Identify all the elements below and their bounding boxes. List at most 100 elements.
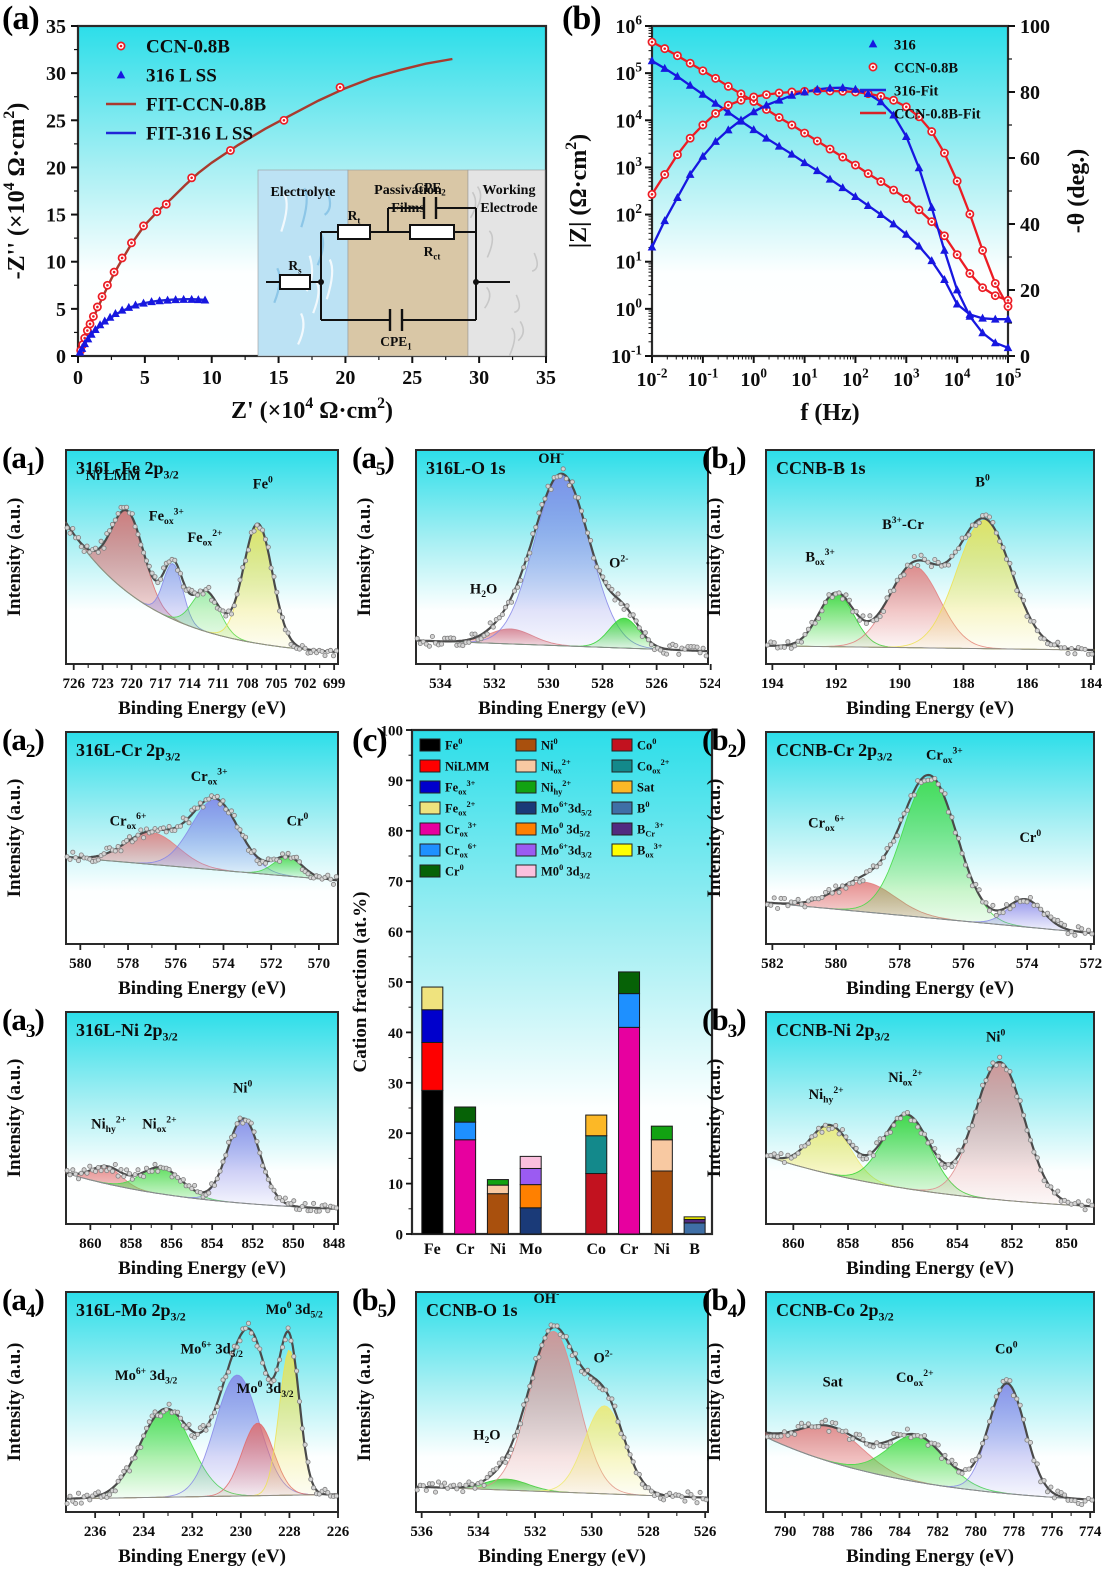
svg-text:236: 236 [84, 1524, 107, 1540]
svg-text:|Z| (Ω·cm2): |Z| (Ω·cm2) [563, 134, 592, 248]
svg-text:60: 60 [1020, 148, 1040, 170]
svg-text:714: 714 [178, 676, 201, 692]
svg-text:30: 30 [469, 367, 489, 389]
svg-text:5: 5 [56, 299, 66, 321]
panel-a2: (a2) 580 578 576 574 572 570 Binding Energy (e… [0, 722, 350, 1002]
svg-text:790: 790 [774, 1524, 797, 1540]
svg-text:532: 532 [524, 1524, 547, 1540]
svg-text:80: 80 [1020, 82, 1040, 104]
svg-text:Co0: Co0 [637, 737, 656, 752]
svg-text:CPE2: CPE2 [414, 180, 446, 197]
svg-text:774: 774 [1079, 1524, 1102, 1540]
panel-b3: (b3) 860 858 856 854 852 850 Binding Energy (e… [700, 1002, 1106, 1282]
svg-text:FIT-CCN-0.8B: FIT-CCN-0.8B [146, 95, 266, 116]
svg-text:50: 50 [388, 976, 403, 992]
b1-measured-points [764, 512, 1095, 657]
c-bar-seg-Cr-Crox3 [454, 1139, 477, 1235]
svg-text:720: 720 [120, 676, 143, 692]
svg-text:15: 15 [46, 205, 66, 227]
svg-text:526: 526 [645, 676, 668, 692]
panel-c: (c) 0 10 20 30 40 50 60 70 80 90 100 Cation fractio… [350, 722, 720, 1282]
svg-text:854: 854 [201, 1236, 224, 1252]
svg-text:Niox2+: Niox2+ [142, 1115, 176, 1136]
c-bar-seg-Fe-Feox3 [421, 1009, 444, 1043]
svg-text:570: 570 [308, 956, 331, 972]
panel-b1-chart: 194 192 190 188 186 184 Binding Energy (eV) Int… [704, 449, 1103, 719]
c-bar-seg-Cr-Cr0 [454, 1106, 477, 1123]
svg-text:230: 230 [230, 1524, 253, 1540]
svg-text:105: 105 [615, 60, 642, 85]
svg-text:Mo6+3d5/2: Mo6+3d5/2 [541, 800, 592, 817]
a4-x-axis: 236 234 232 230 228 226 [84, 1512, 350, 1540]
svg-text:Mo6+ 3d3/2: Mo6+ 3d3/2 [115, 1366, 178, 1387]
b4-measured-points [764, 1377, 1095, 1508]
svg-text:O2-: O2- [609, 554, 628, 572]
svg-text:10: 10 [388, 1177, 403, 1193]
svg-text:Coox2+: Coox2+ [637, 758, 670, 775]
svg-text:0: 0 [56, 346, 66, 368]
svg-text:Sat: Sat [823, 1375, 843, 1391]
a-inset-circuit: Electrolyte PassivationFilmsWorkingElectr… [257, 169, 546, 357]
svg-text:104: 104 [615, 107, 642, 132]
svg-text:186: 186 [1016, 676, 1039, 692]
c-bar-seg-B-Box3 [683, 1216, 706, 1220]
b-series-CCN-0.8B |Z| [647, 37, 1013, 305]
svg-text:Crox3+: Crox3+ [926, 745, 963, 766]
svg-text:30: 30 [46, 63, 66, 85]
svg-text:Intensity (a.u.): Intensity (a.u.) [704, 1343, 725, 1462]
c-axes: 0 10 20 30 40 50 60 70 80 90 100 [381, 724, 412, 1244]
svg-text:90: 90 [388, 774, 403, 790]
svg-text:784: 784 [888, 1524, 911, 1540]
c-bar-seg-Ni-Niox2 [650, 1139, 673, 1172]
svg-text:316-Fit: 316-Fit [894, 84, 938, 100]
svg-text:104: 104 [944, 366, 971, 391]
a1-measured-points [64, 504, 339, 659]
svg-text:780: 780 [965, 1524, 988, 1540]
svg-text:70: 70 [388, 875, 403, 891]
svg-text:699: 699 [323, 676, 346, 692]
svg-text:711: 711 [208, 676, 230, 692]
c-bars [421, 971, 706, 1235]
a2-baseline [65, 856, 339, 881]
panel-b5-label: (b5) [352, 1282, 397, 1323]
panel-b1-label: (b1) [702, 440, 747, 481]
svg-text:H2O: H2O [473, 1427, 500, 1446]
svg-text:578: 578 [888, 956, 911, 972]
svg-text:100: 100 [740, 366, 767, 391]
svg-text:580: 580 [69, 956, 92, 972]
svg-text:854: 854 [946, 1236, 969, 1252]
svg-text:102: 102 [615, 201, 642, 226]
svg-text:528: 528 [591, 676, 614, 692]
svg-text:Ni: Ni [490, 1241, 507, 1258]
svg-text:536: 536 [410, 1524, 433, 1540]
svg-text:CCNB-O 1s: CCNB-O 1s [426, 1300, 518, 1320]
svg-text:Intensity (a.u.): Intensity (a.u.) [354, 1343, 375, 1462]
a-axes: 0 5 10 15 20 25 30 35 0 5 10 15 20 25 30 35 [46, 16, 556, 389]
svg-text:-θ (deg.): -θ (deg.) [1064, 149, 1090, 234]
svg-text:O2-: O2- [593, 1348, 612, 1366]
svg-text:316L-Cr 2p3/2: 316L-Cr 2p3/2 [76, 740, 180, 764]
svg-text:35: 35 [46, 16, 66, 38]
svg-text:530: 530 [537, 676, 560, 692]
svg-text:788: 788 [812, 1524, 835, 1540]
svg-text:782: 782 [926, 1524, 949, 1540]
svg-text:Binding Energy (eV): Binding Energy (eV) [846, 1258, 1014, 1279]
b2-measured-points [764, 776, 1095, 938]
svg-text:Z' (×104 Ω·cm2): Z' (×104 Ω·cm2) [231, 395, 393, 424]
svg-text:Mo0 3d5/2: Mo0 3d5/2 [541, 821, 590, 838]
panel-a2-chart: 580 578 576 574 572 570 Binding Energy (eV) Int… [4, 731, 339, 999]
panel-b-chart: 10-2 10-1 100 101 102 103 104 10510-11001011021… [563, 13, 1090, 426]
panel-a3-label: (a3) [2, 1002, 45, 1043]
svg-text:Intensity (a.u.): Intensity (a.u.) [704, 779, 725, 898]
b4-baseline [765, 1436, 1095, 1501]
c-bar-seg-Fe-Fe0 [421, 1089, 444, 1235]
svg-text:Electrolyte: Electrolyte [270, 185, 335, 200]
svg-text:Niox2+: Niox2+ [541, 758, 571, 775]
svg-text:Cr: Cr [456, 1241, 475, 1258]
b-legend: 316 CCN-0.8B 316-Fit CCN-0.8B-Fit [860, 38, 981, 123]
svg-text:778: 778 [1003, 1524, 1026, 1540]
b2-baseline [765, 902, 1095, 934]
c-bar-seg-Cr-Crox6 [618, 993, 641, 1028]
svg-text:228: 228 [278, 1524, 301, 1540]
b-axes: 10-2 10-1 100 101 102 103 104 10510-11001011021… [611, 13, 1050, 391]
